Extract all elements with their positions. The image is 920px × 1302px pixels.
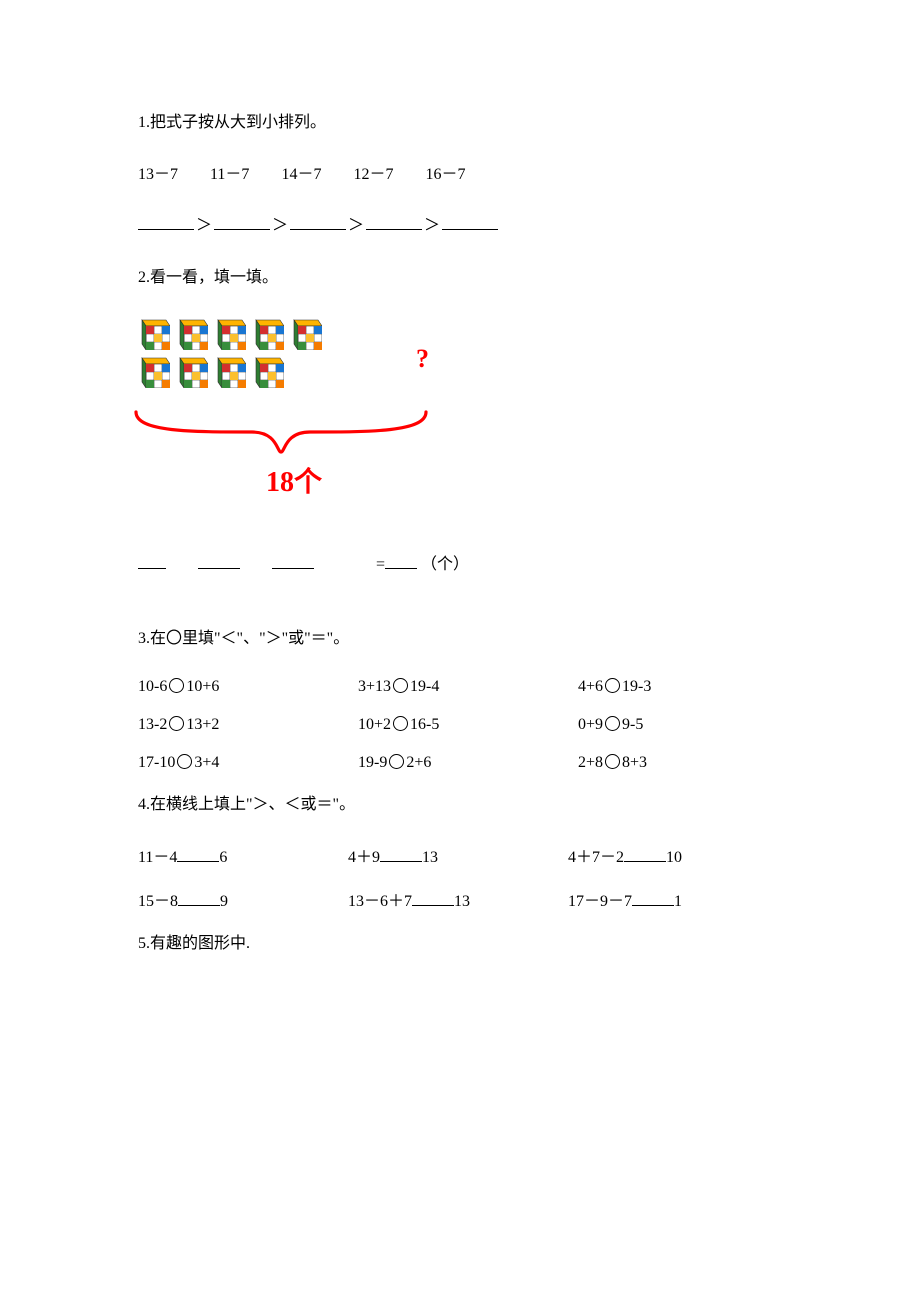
- blank: [385, 558, 417, 569]
- rubiks-cube-icon: [136, 354, 170, 388]
- cube-row: [136, 354, 436, 388]
- unit-label: （个）: [421, 556, 469, 573]
- q4-cell: 11－46: [138, 843, 348, 867]
- blank: [138, 215, 194, 230]
- q4-row: 15－8913－6＋71317－9－71: [138, 887, 790, 911]
- blank: [290, 215, 346, 230]
- q5-title: 5.有趣的图形中.: [138, 931, 790, 957]
- q3-rows: 10-610+63+1319-44+619-3 13-213+210+216-50…: [138, 678, 790, 772]
- rubiks-cube-icon: [212, 354, 246, 388]
- equals-sign: =: [376, 556, 385, 573]
- circle-blank: [603, 754, 622, 771]
- q3-cell: 2+88+3: [578, 754, 647, 772]
- rubiks-cube-icon: [174, 354, 208, 388]
- cube-row: [136, 316, 436, 350]
- worksheet-page: 1.把式子按从大到小排列。 13－7 11－7 14－7 12－7 16－7 ＞…: [0, 0, 920, 1302]
- q3-cell: 13-213+2: [138, 716, 358, 734]
- blank: [442, 215, 498, 230]
- rubiks-cube-icon: [250, 316, 284, 350]
- q4-cell: 15－89: [138, 887, 348, 911]
- q3-cell: 4+619-3: [578, 678, 651, 696]
- q2-equation: = （个）: [138, 552, 790, 578]
- q3-cell: 3+1319-4: [358, 678, 578, 696]
- rubiks-cube-icon: [136, 316, 170, 350]
- q3-cell: 17-103+4: [138, 754, 358, 772]
- rubiks-cube-icon: [174, 316, 208, 350]
- blank: [178, 891, 220, 906]
- circle-blank: [167, 716, 186, 733]
- blank: [177, 847, 219, 862]
- blank: [412, 891, 454, 906]
- blank: [138, 558, 166, 569]
- q1-expr: 13－7: [138, 162, 178, 188]
- q1-title: 1.把式子按从大到小排列。: [138, 110, 790, 136]
- rubiks-cube-icon: [250, 354, 284, 388]
- circle-blank: [603, 716, 622, 733]
- q1-expr: 14－7: [281, 162, 321, 188]
- cube-rows: [136, 316, 436, 388]
- blank: [624, 847, 666, 862]
- q4-cell: 17－9－71: [568, 887, 682, 911]
- q3-cell: 10-610+6: [138, 678, 358, 696]
- total-label: 18个: [266, 460, 322, 500]
- q1-expr: 16－7: [425, 162, 465, 188]
- blank: [198, 558, 240, 569]
- q4-rows: 11－464＋9134＋7－210 15－8913－6＋71317－9－71: [138, 843, 790, 911]
- q4-cell: 4＋7－210: [568, 843, 682, 867]
- q1-expr: 11－7: [210, 162, 249, 188]
- blank: [380, 847, 422, 862]
- q3-cell: 10+216-5: [358, 716, 578, 734]
- q3-row: 17-103+419-92+62+88+3: [138, 754, 790, 772]
- blank: [214, 215, 270, 230]
- q3-title: 3.在〇里填"＜"、"＞"或"＝"。: [138, 626, 790, 652]
- circle-blank: [391, 716, 410, 733]
- q4-cell: 13－6＋713: [348, 887, 568, 911]
- rubiks-cube-icon: [288, 316, 322, 350]
- blank: [272, 558, 314, 569]
- circle-blank: [603, 678, 622, 695]
- circle-blank: [391, 678, 410, 695]
- rubiks-cube-icon: [212, 316, 246, 350]
- q3-cell: 19-92+6: [358, 754, 578, 772]
- q2-title: 2.看一看，填一填。: [138, 265, 790, 291]
- curly-brace: [132, 408, 430, 458]
- q1-expr: 12－7: [353, 162, 393, 188]
- q3-cell: 0+99-5: [578, 716, 643, 734]
- blank: [632, 891, 674, 906]
- q4-title: 4.在横线上填上"＞、＜或＝"。: [138, 792, 790, 818]
- q3-row: 13-213+210+216-50+99-5: [138, 716, 790, 734]
- circle-blank: [167, 678, 186, 695]
- blank: [366, 215, 422, 230]
- q2-diagram: ? 18个: [136, 316, 436, 516]
- question-mark: ?: [416, 344, 429, 374]
- q3-row: 10-610+63+1319-44+619-3: [138, 678, 790, 696]
- q1-expressions: 13－7 11－7 14－7 12－7 16－7: [138, 162, 790, 188]
- circle-blank: [387, 754, 406, 771]
- q4-cell: 4＋913: [348, 843, 568, 867]
- q1-order-blanks: ＞＞＞＞: [138, 213, 790, 239]
- q4-row: 11－464＋9134＋7－210: [138, 843, 790, 867]
- circle-blank: [175, 754, 194, 771]
